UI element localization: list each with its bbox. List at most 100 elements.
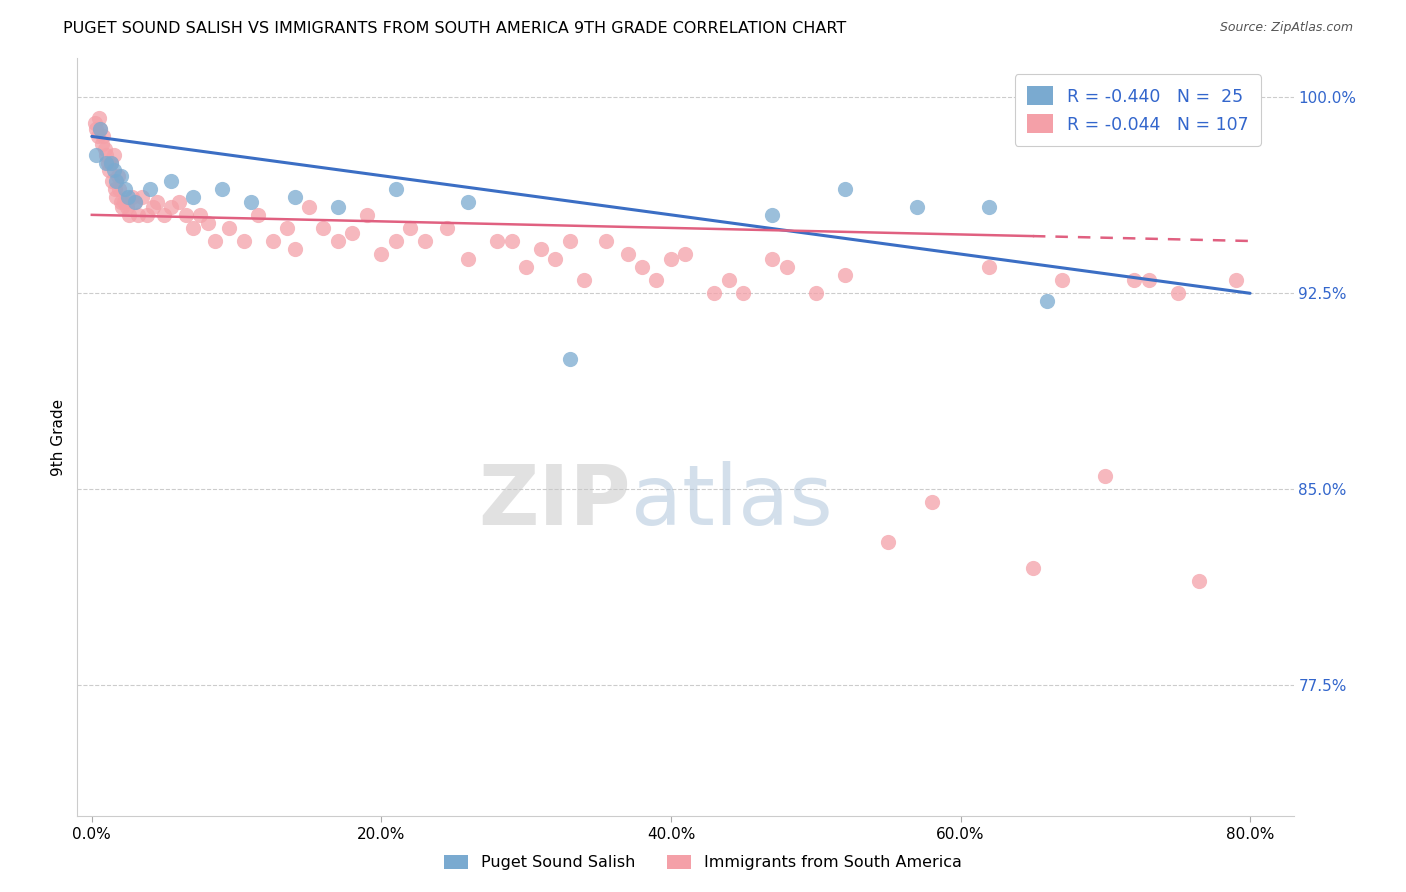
Point: [86, 129, 108, 144]
Point: [616, 247, 638, 261]
Point: [515, 260, 537, 274]
Point: [83, 116, 105, 130]
Point: [131, 189, 153, 203]
Point: [413, 234, 436, 248]
Point: [834, 268, 856, 282]
Point: [174, 208, 197, 222]
Point: [1036, 294, 1059, 309]
Point: [204, 234, 226, 248]
Point: [167, 194, 190, 209]
Point: [190, 208, 212, 222]
Point: [96, 155, 118, 169]
Point: [103, 163, 125, 178]
Point: [138, 182, 160, 196]
Point: [356, 208, 378, 222]
Point: [115, 200, 138, 214]
Point: [100, 155, 122, 169]
Point: [114, 182, 136, 196]
Point: [558, 351, 581, 366]
Point: [1094, 469, 1116, 483]
Point: [110, 169, 132, 183]
Point: [93, 129, 115, 144]
Point: [399, 221, 422, 235]
Y-axis label: 9th Grade: 9th Grade: [51, 399, 66, 475]
Point: [312, 221, 335, 235]
Point: [1050, 273, 1073, 287]
Point: [283, 189, 305, 203]
Point: [89, 121, 111, 136]
Text: Source: ZipAtlas.com: Source: ZipAtlas.com: [1219, 21, 1353, 34]
Point: [101, 174, 124, 188]
Point: [197, 216, 219, 230]
Point: [91, 137, 114, 152]
Legend: R = -0.440   N =  25, R = -0.044   N = 107: R = -0.440 N = 25, R = -0.044 N = 107: [1015, 74, 1261, 145]
Point: [96, 147, 118, 161]
Point: [595, 234, 617, 248]
Point: [659, 252, 682, 267]
Point: [84, 147, 107, 161]
Point: [98, 163, 121, 178]
Point: [834, 182, 856, 196]
Point: [804, 286, 827, 301]
Point: [342, 226, 364, 240]
Point: [298, 200, 321, 214]
Point: [124, 194, 146, 209]
Point: [776, 260, 799, 274]
Point: [232, 234, 254, 248]
Point: [631, 260, 654, 274]
Text: atlas: atlas: [631, 461, 832, 542]
Point: [218, 221, 240, 235]
Point: [905, 200, 928, 214]
Point: [262, 234, 284, 248]
Point: [211, 182, 233, 196]
Point: [1188, 574, 1211, 588]
Point: [544, 252, 567, 267]
Point: [457, 194, 479, 209]
Point: [103, 147, 125, 161]
Point: [717, 273, 740, 287]
Point: [110, 194, 132, 209]
Point: [385, 182, 408, 196]
Point: [160, 174, 183, 188]
Point: [97, 155, 120, 169]
Point: [501, 234, 523, 248]
Text: PUGET SOUND SALISH VS IMMIGRANTS FROM SOUTH AMERICA 9TH GRADE CORRELATION CHART: PUGET SOUND SALISH VS IMMIGRANTS FROM SO…: [63, 21, 846, 36]
Point: [121, 189, 143, 203]
Point: [247, 208, 270, 222]
Point: [124, 194, 146, 209]
Point: [1225, 273, 1247, 287]
Point: [761, 208, 783, 222]
Point: [645, 273, 668, 287]
Point: [87, 111, 110, 125]
Point: [94, 143, 117, 157]
Point: [486, 234, 509, 248]
Point: [1167, 286, 1189, 301]
Point: [436, 221, 458, 235]
Point: [89, 121, 111, 136]
Point: [181, 221, 204, 235]
Point: [127, 208, 149, 222]
Point: [160, 200, 183, 214]
Point: [675, 247, 697, 261]
Point: [105, 174, 128, 188]
Point: [326, 234, 349, 248]
Point: [181, 189, 204, 203]
Point: [135, 208, 157, 222]
Point: [703, 286, 725, 301]
Point: [276, 221, 298, 235]
Point: [572, 273, 595, 287]
Point: [979, 200, 1001, 214]
Text: ZIP: ZIP: [478, 461, 631, 542]
Point: [105, 189, 128, 203]
Point: [1137, 273, 1160, 287]
Point: [733, 286, 755, 301]
Point: [117, 189, 139, 203]
Point: [84, 121, 107, 136]
Point: [118, 208, 141, 222]
Point: [153, 208, 176, 222]
Point: [530, 242, 553, 256]
Point: [877, 534, 900, 549]
Point: [385, 234, 408, 248]
Point: [283, 242, 305, 256]
Point: [1022, 561, 1045, 575]
